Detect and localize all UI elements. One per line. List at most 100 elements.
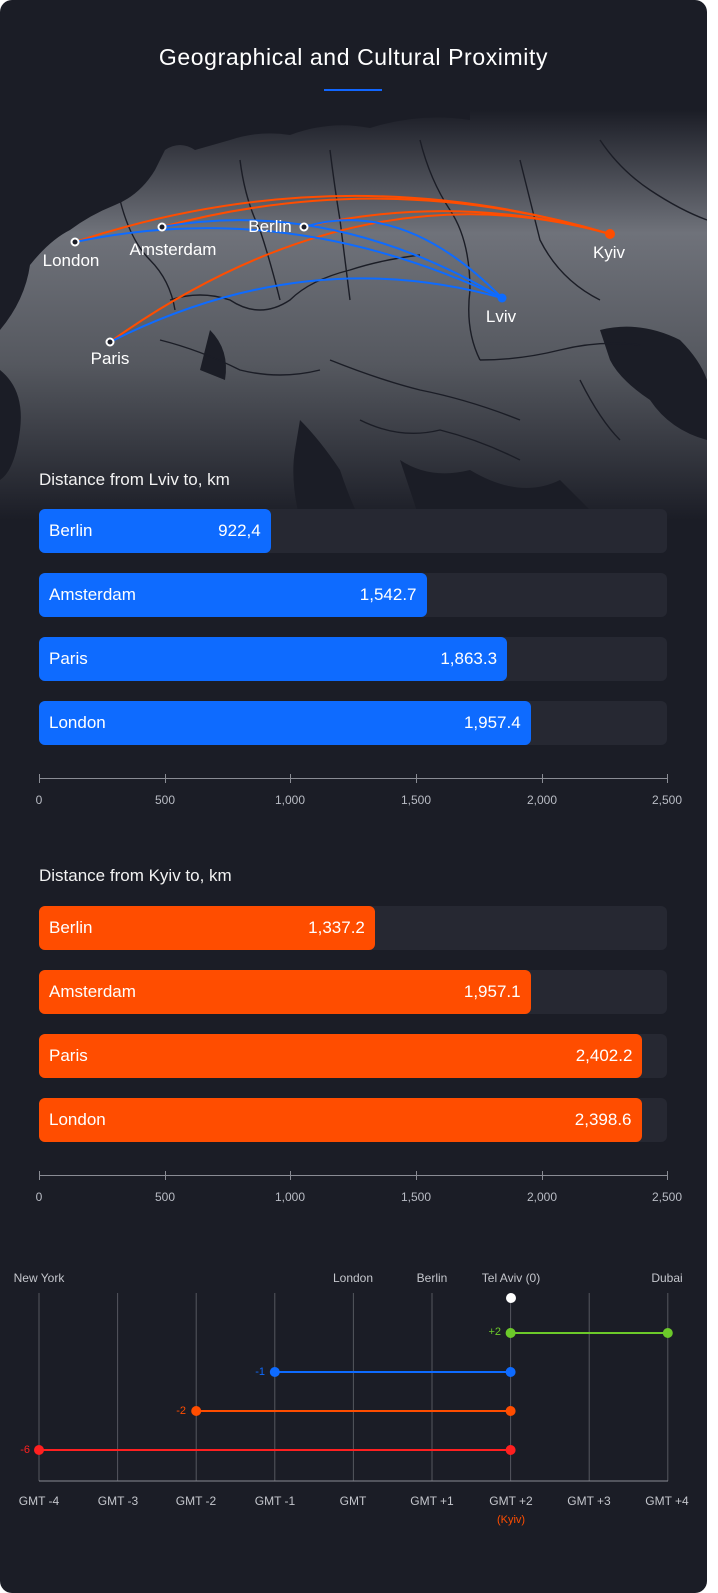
x-tick-label: 1,500 <box>400 1190 432 1204</box>
tz-series-end-point <box>505 1406 516 1416</box>
bar-label: London <box>49 713 106 732</box>
bar-label: Berlin <box>49 918 93 937</box>
city-dot-london <box>70 237 80 247</box>
tz-gmt-label: GMT +3 <box>567 1494 611 1508</box>
tz-offset-london: -2 <box>176 1405 186 1417</box>
europe-map: London Amsterdam Berlin Paris Lviv Kyiv <box>0 110 707 520</box>
tz-city-tel-aviv: Tel Aviv (0) <box>481 1271 541 1285</box>
bar-value: 1,337.2 <box>308 918 365 937</box>
tz-series-start-point <box>34 1445 44 1455</box>
route-lviv-paris <box>109 277 503 343</box>
bar-label: Amsterdam <box>49 585 136 604</box>
city-dot-kyiv <box>605 229 615 239</box>
kyiv-bar-amsterdam: Amsterdam 1,957.1 <box>39 970 667 1014</box>
x-tick <box>39 1171 40 1180</box>
lviv-chart-title: Distance from Lviv to, km <box>39 470 230 489</box>
tz-gmt-label: GMT -3 <box>97 1494 139 1508</box>
tz-gmt-label: GMT +4 <box>645 1494 689 1508</box>
tz-series-end-point <box>662 1328 673 1338</box>
tz-offset-new-york: -6 <box>20 1444 30 1456</box>
city-label-kyiv: Kyiv <box>593 243 626 262</box>
tz-gmt-label: GMT -4 <box>18 1494 60 1508</box>
bar-fill: Berlin 1,337.2 <box>39 906 375 950</box>
bar-fill: Paris 1,863.3 <box>39 637 508 681</box>
title-underline <box>324 89 382 91</box>
tz-gmt-label: GMT -1 <box>254 1494 296 1508</box>
lviv-bar-berlin: Berlin 922,4 <box>39 509 667 553</box>
bar-label: Paris <box>49 1046 88 1065</box>
tz-series-start-point <box>191 1406 202 1416</box>
x-tick <box>542 1171 543 1180</box>
bar-label: Amsterdam <box>49 982 136 1001</box>
city-label-amsterdam: Amsterdam <box>130 240 217 259</box>
city-dot-amsterdam <box>157 222 167 232</box>
x-tick <box>165 1171 166 1180</box>
bar-fill: Amsterdam 1,542.7 <box>39 573 427 617</box>
city-dot-berlin <box>299 222 309 232</box>
tz-city-new-york: New York <box>13 1271 65 1285</box>
tz-offset-dubai: +2 <box>488 1326 501 1338</box>
x-tick-label: 0 <box>35 793 43 807</box>
city-markers <box>70 222 615 347</box>
tz-city-berlin: Berlin <box>416 1271 448 1285</box>
route-lviv-london <box>74 227 503 299</box>
bar-label: Paris <box>49 649 88 668</box>
city-label-lviv: Lviv <box>486 307 517 326</box>
lviv-bar-paris: Paris 1,863.3 <box>39 637 667 681</box>
city-dot-lviv <box>497 293 507 303</box>
bar-fill: Amsterdam 1,957.1 <box>39 970 531 1014</box>
x-tick-label: 2,000 <box>526 1190 558 1204</box>
bar-value: 2,402.2 <box>575 1046 633 1065</box>
bar-fill: Paris 2,402.2 <box>39 1034 643 1078</box>
x-tick <box>416 774 417 783</box>
city-labels: London Amsterdam Berlin Paris Lviv Kyiv <box>43 217 626 368</box>
route-lviv-amsterdam <box>161 219 503 299</box>
lviv-x-axis <box>39 778 668 779</box>
tz-city-london: London <box>332 1271 374 1285</box>
bar-value: 922,4 <box>218 521 261 540</box>
kyiv-bar-london: London 2,398.6 <box>39 1098 667 1142</box>
bar-value: 1,957.4 <box>463 713 521 732</box>
x-tick <box>290 1171 291 1180</box>
x-tick-label: 500 <box>154 793 176 807</box>
x-tick <box>416 1171 417 1180</box>
tz-gmt-label: GMT -2 <box>175 1494 217 1508</box>
page-title: Geographical and Cultural Proximity <box>158 44 549 70</box>
route-lviv-berlin <box>303 219 503 299</box>
bar-fill: Berlin 922,4 <box>39 509 271 553</box>
city-dot-paris <box>105 337 115 347</box>
x-tick <box>542 774 543 783</box>
x-tick <box>667 774 668 783</box>
bar-value: 1,863.3 <box>440 649 498 668</box>
x-tick-label: 1,000 <box>274 1190 306 1204</box>
x-tick-label: 2,500 <box>651 1190 683 1204</box>
kyiv-bar-berlin: Berlin 1,337.2 <box>39 906 667 950</box>
bar-fill: London 2,398.6 <box>39 1098 642 1142</box>
tz-city-dubai: Dubai <box>651 1271 683 1285</box>
tz-reference-note: (Kyiv) <box>496 1514 526 1526</box>
timezone-gridlines <box>38 1293 669 1481</box>
bar-value: 2,398.6 <box>574 1110 632 1129</box>
tz-gmt-label: GMT <box>339 1494 367 1508</box>
x-tick-label: 2,000 <box>526 793 558 807</box>
route-kyiv-amsterdam <box>161 197 611 235</box>
tz-series-start-point <box>505 1328 516 1338</box>
bar-label: London <box>49 1110 106 1129</box>
tz-series-start-point <box>269 1367 280 1377</box>
x-tick <box>39 774 40 783</box>
tz-series-end-point <box>505 1445 516 1455</box>
tz-series-end-point <box>505 1367 516 1377</box>
x-tick-label: 500 <box>154 1190 176 1204</box>
tz-gmt-label: GMT +1 <box>410 1494 454 1508</box>
x-tick-label: 1,500 <box>400 793 432 807</box>
city-label-berlin: Berlin <box>248 217 291 236</box>
city-label-london: London <box>43 251 100 270</box>
kyiv-x-axis <box>39 1175 668 1176</box>
x-tick <box>667 1171 668 1180</box>
x-tick <box>290 774 291 783</box>
x-tick-label: 0 <box>35 1190 43 1204</box>
tz-gmt-label: GMT +2 <box>489 1494 533 1508</box>
bar-value: 1,957.1 <box>463 982 521 1001</box>
map-seas <box>0 110 707 520</box>
bar-value: 1,542.7 <box>359 585 417 604</box>
